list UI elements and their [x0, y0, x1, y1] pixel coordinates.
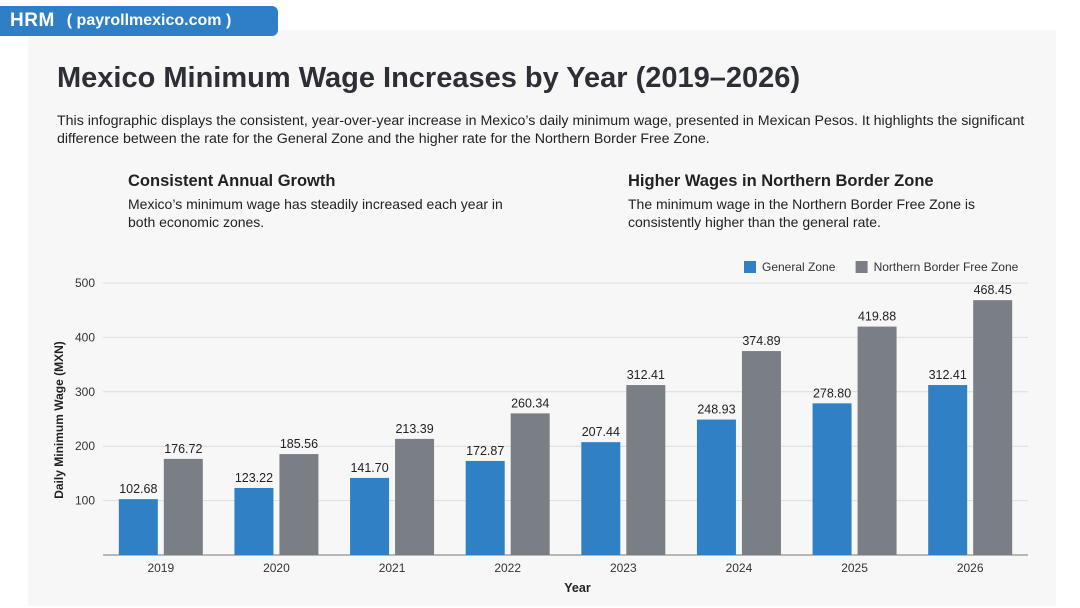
x-tick-label: 2024 — [726, 561, 753, 575]
data-label: 374.89 — [742, 334, 780, 348]
bar-border-2024 — [741, 351, 781, 555]
data-label: 213.39 — [395, 422, 433, 436]
y-tick-label: 200 — [75, 439, 95, 453]
legend-label: General Zone — [762, 260, 836, 274]
data-label: 312.41 — [929, 368, 967, 382]
card-border-zone: Higher Wages in Northern Border Zone The… — [628, 172, 1028, 231]
y-tick-label: 500 — [75, 276, 95, 290]
bar-border-2023 — [626, 385, 666, 555]
bar-border-2019 — [163, 458, 203, 555]
bar-general-2021 — [350, 477, 390, 555]
card-text: Mexico’s minimum wage has steadily incre… — [128, 196, 503, 230]
data-label: 248.93 — [697, 403, 735, 417]
bar-border-2020 — [279, 454, 319, 555]
x-axis-title: Year — [564, 581, 591, 595]
hrm-logo: HRM — [10, 10, 55, 31]
bar-general-2024 — [696, 419, 736, 555]
card-heading: Consistent Annual Growth — [128, 172, 336, 190]
page-title: Mexico Minimum Wage Increases by Year (2… — [57, 62, 801, 94]
x-tick-label: 2020 — [263, 561, 290, 575]
x-tick-label: 2026 — [957, 561, 984, 575]
y-axis-title: Daily Minimum Wage (MXN) — [52, 341, 66, 499]
legend-swatch — [855, 261, 868, 273]
data-label: 185.56 — [280, 437, 318, 451]
bar-border-2021 — [395, 438, 435, 555]
bar-general-2022 — [465, 460, 505, 555]
data-label: 260.34 — [511, 396, 549, 410]
data-label: 312.41 — [627, 368, 665, 382]
description: This infographic displays the consistent… — [57, 113, 1025, 147]
bar-general-2025 — [812, 403, 852, 555]
legend-swatch — [744, 261, 756, 273]
brand-badge[interactable]: HRM ( payrollmexico.com ) — [0, 6, 278, 36]
y-tick-label: 100 — [75, 494, 95, 508]
data-label: 278.80 — [813, 386, 851, 400]
x-tick-label: 2019 — [147, 561, 174, 575]
y-tick-label: 400 — [75, 330, 95, 344]
bar-general-2023 — [581, 442, 621, 555]
bar-border-2022 — [510, 413, 550, 555]
bar-border-2025 — [857, 326, 897, 555]
data-label: 468.45 — [974, 283, 1012, 297]
card-heading: Higher Wages in Northern Border Zone — [628, 172, 934, 190]
data-label: 172.87 — [466, 444, 504, 458]
x-tick-label: 2022 — [494, 561, 521, 575]
x-tick-label: 2021 — [379, 561, 406, 575]
card-text: The minimum wage in the Northern Border … — [628, 196, 976, 230]
data-label: 207.44 — [582, 425, 620, 439]
bar-general-2020 — [234, 487, 274, 555]
bar-border-2026 — [973, 300, 1013, 555]
data-label: 419.88 — [858, 310, 896, 324]
legend-label: Northern Border Free Zone — [874, 260, 1019, 274]
site-link[interactable]: ( payrollmexico.com ) — [66, 12, 232, 29]
bar-general-2019 — [118, 499, 158, 555]
data-label: 141.70 — [350, 461, 388, 475]
card-growth: Consistent Annual Growth Mexico’s minimu… — [128, 172, 528, 231]
x-tick-label: 2025 — [841, 561, 868, 575]
data-label: 102.68 — [119, 482, 157, 496]
data-label: 123.22 — [235, 471, 273, 485]
bar-general-2026 — [928, 385, 968, 555]
x-tick-label: 2023 — [610, 561, 637, 575]
y-tick-label: 300 — [75, 385, 95, 399]
data-label: 176.72 — [164, 442, 202, 456]
